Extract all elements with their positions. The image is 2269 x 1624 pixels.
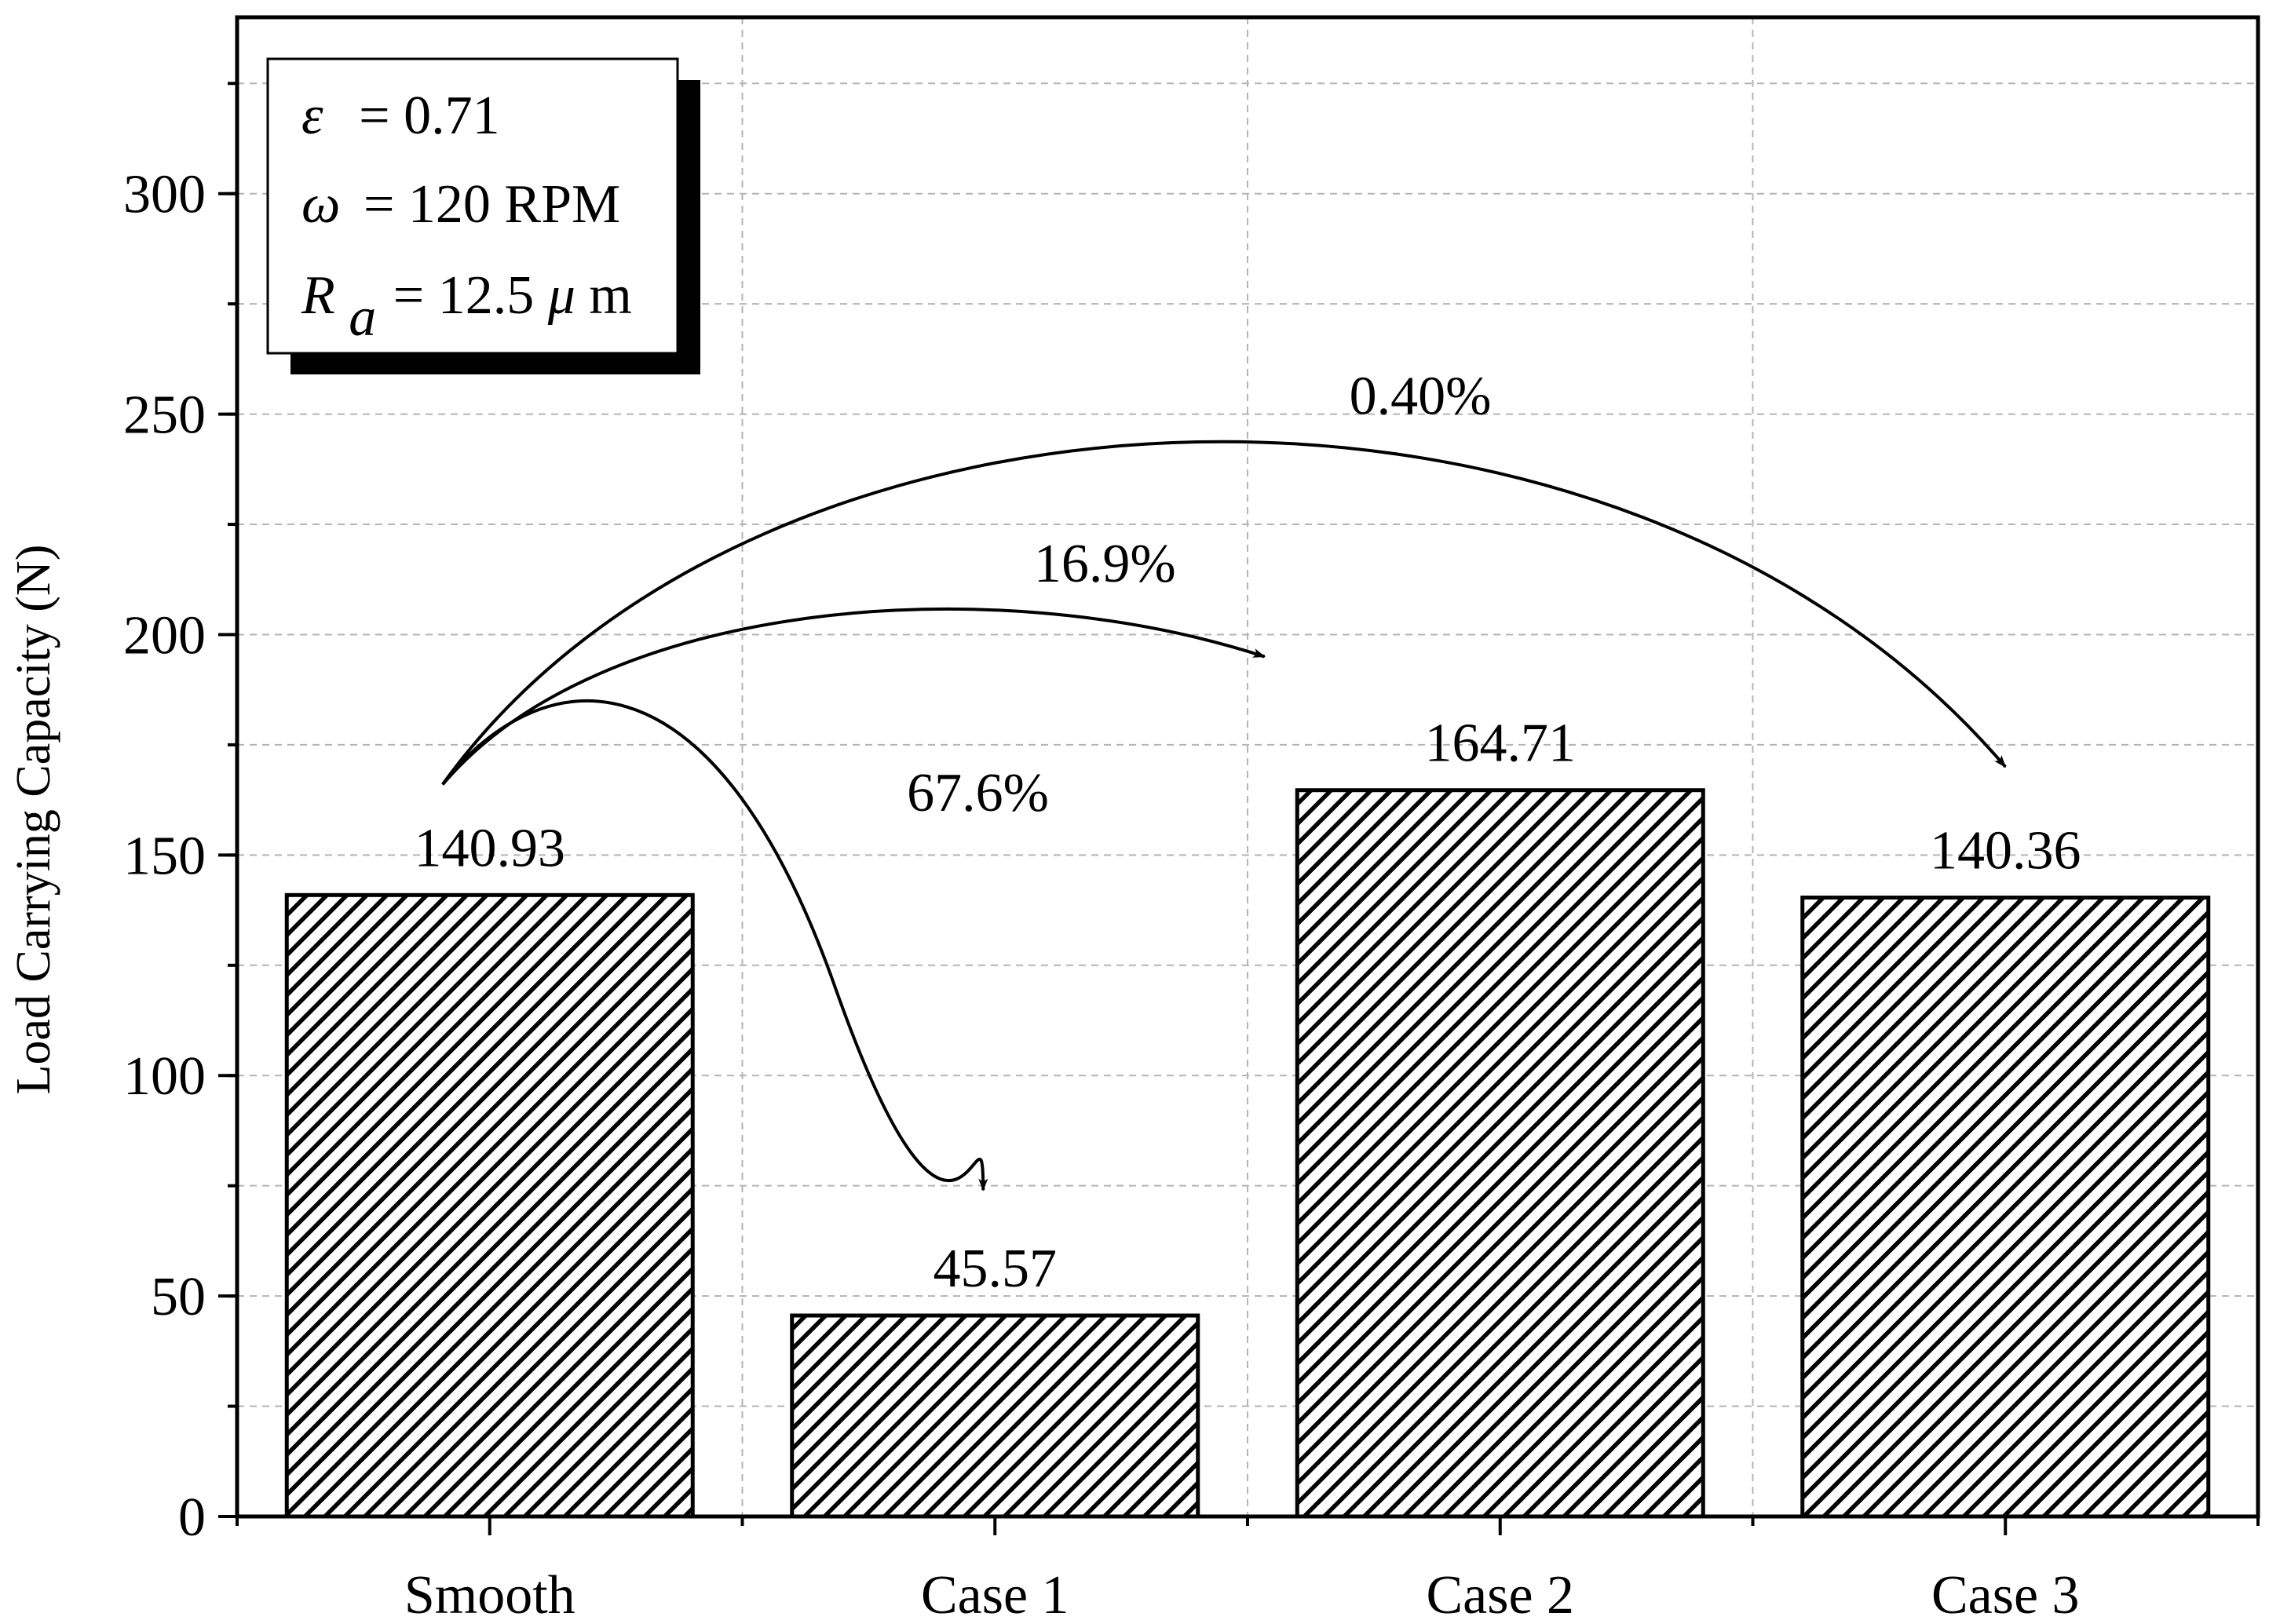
bar-value-label: 140.36: [1930, 821, 2081, 881]
speed-symbol: ω: [301, 174, 340, 235]
x-tick-label: Smooth: [404, 1565, 575, 1624]
bar-1: [284, 892, 695, 1519]
roughness-value: = 12.5: [393, 265, 548, 326]
y-tick-label: 100: [123, 1046, 206, 1107]
speed-line: ω = 120 RPM: [301, 174, 620, 235]
y-axis-ticks: 0 50 100 150 200 250 300: [123, 82, 237, 1548]
micro-symbol: μ: [547, 265, 575, 326]
bar-2: [790, 1313, 1200, 1519]
change-arrow-1: [441, 699, 988, 1192]
change-annotations: 67.6% 16.9% 0.40%: [441, 367, 2007, 1192]
y-tick-label: 150: [123, 826, 206, 886]
roughness-symbol: R: [301, 265, 335, 326]
change-percent-label: 0.40%: [1350, 367, 1492, 427]
change-percent-label: 16.9%: [1034, 534, 1176, 594]
change-arrow-2: [441, 607, 1266, 786]
bar-4: [1800, 896, 2211, 1519]
x-tick-label: Case 1: [921, 1565, 1069, 1624]
roughness-subscript: a: [349, 287, 376, 348]
eccentricity-line: ε = 0.71: [301, 86, 500, 146]
x-tick-label: Case 3: [1931, 1565, 2080, 1624]
parameter-box-frame: [266, 57, 679, 355]
change-percent-label: 67.6%: [907, 763, 1049, 823]
y-tick-label: 0: [178, 1487, 206, 1548]
x-axis-ticks: Smooth Case 1 Case 2 Case 3: [236, 1516, 2260, 1624]
micro-unit: m: [589, 265, 631, 326]
change-arrow-3: [441, 440, 2007, 786]
y-tick-label: 200: [123, 605, 206, 666]
bar-value-labels: 140.93 45.57 164.71 140.36: [415, 713, 2081, 1299]
y-axis-title: Load Carrying Capacity (N): [7, 545, 60, 1095]
bar-value-label: 140.93: [415, 818, 566, 878]
eccentricity-value: = 0.71: [359, 86, 499, 146]
y-tick-label: 50: [151, 1267, 206, 1327]
speed-value: = 120 RPM: [364, 174, 620, 235]
bar-value-label: 164.71: [1425, 713, 1577, 774]
eccentricity-symbol: ε: [301, 86, 323, 146]
bar-value-label: 45.57: [934, 1239, 1058, 1299]
y-tick-label: 300: [123, 165, 206, 225]
bar-3: [1295, 788, 1705, 1519]
roughness-line: R a = 12.5 μ m: [301, 265, 632, 348]
bars: [284, 788, 2211, 1519]
parameter-box: ε = 0.71 ω = 120 RPM R a = 12.5 μ m: [266, 57, 700, 374]
y-tick-label: 250: [123, 385, 206, 446]
x-tick-label: Case 2: [1426, 1565, 1574, 1624]
